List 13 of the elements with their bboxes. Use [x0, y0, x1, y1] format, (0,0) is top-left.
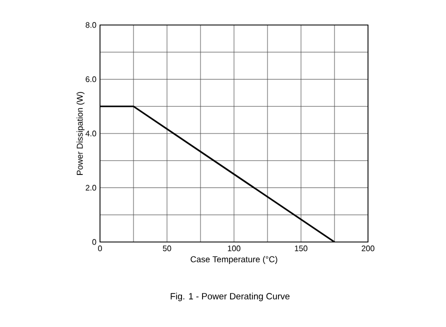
x-tick-label: 150 — [294, 246, 308, 252]
y-tick-label: 0 — [92, 239, 96, 245]
y-tick-label: 8.0 — [86, 22, 96, 28]
x-tick-label: 50 — [162, 246, 172, 252]
x-tick-label: 0 — [98, 246, 102, 252]
x-axis-title: Case Temperature (°C) — [190, 256, 278, 264]
text: Fig. 1 - Power Derating Curve — [170, 292, 290, 302]
y-tick-label: 6.0 — [86, 76, 96, 82]
y-tick-label: 4.0 — [86, 130, 96, 136]
y-tick-label: 2.0 — [86, 184, 96, 191]
y-axis-title: Power Dissipation (W) — [76, 92, 84, 175]
x-tick-label: 200 — [362, 246, 374, 252]
x-tick-label: 100 — [228, 246, 240, 252]
